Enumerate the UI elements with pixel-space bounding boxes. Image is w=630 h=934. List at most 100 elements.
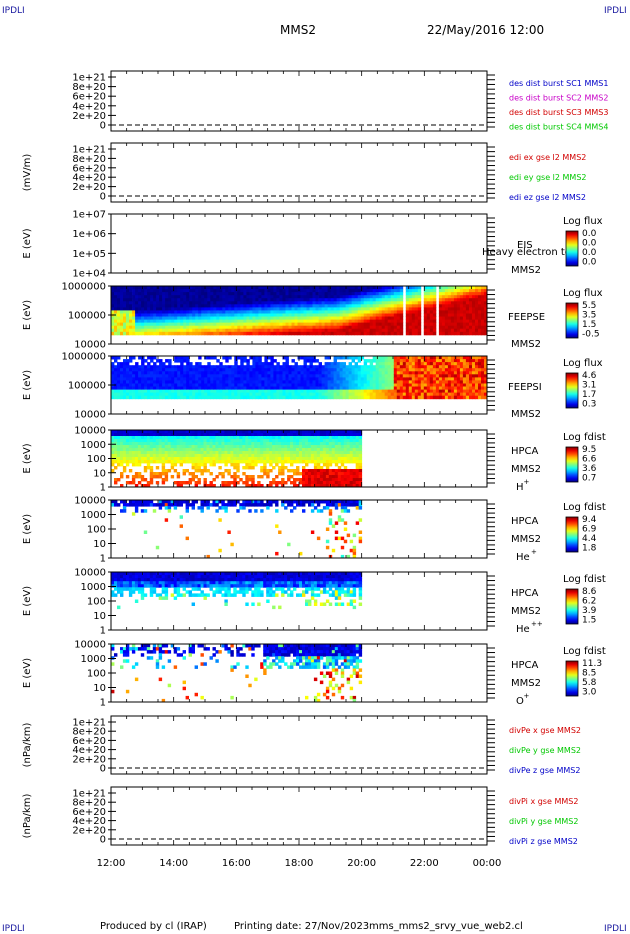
y-tick-label: 8e+20 [72,798,106,809]
colorbar-tick-label: 0.7 [582,474,596,484]
panel-frame [110,715,488,775]
y-tick-label: 1000000 [61,352,106,363]
colorbar-tick-label: 6.9 [582,525,597,535]
species-label: He [516,552,530,563]
y-tick-label: 1 [100,698,106,709]
y-tick-label: 10000 [74,340,106,351]
corner-mark-top-right: IPDLI [604,6,627,16]
overlay-label: Heavy electron to [482,247,571,258]
species-charge-label: + [531,548,537,556]
colorbar [565,302,579,339]
time-tick-label: 12:00 [97,858,126,869]
y-tick-label: 2e+20 [72,182,106,193]
colorbar-title: Log flux [563,216,603,227]
corner-mark-bottom-left: IPDLI [2,924,25,934]
colorbar-tick-label: 5.5 [582,301,596,311]
y-tick-label: 100 [87,669,106,680]
colorbar-tick-label: 3.5 [582,311,596,321]
footer-producer: Produced by cl (IRAP) [100,921,207,932]
colorbar-tick-label: 1.7 [582,390,596,400]
instrument-label: FEEPSI [508,382,542,393]
legend-entry: divPi y gse MMS2 [509,817,578,826]
y-tick-label: 1e+21 [72,73,106,84]
time-tick-label: 00:00 [473,858,502,869]
spectrogram-feepse [111,286,488,336]
y-tick-label: 2e+20 [72,111,106,122]
y-tick-label: 1e+05 [72,249,106,260]
colorbar-tick-label: 3.1 [582,381,596,391]
y-axis-label: E (eV) [22,228,33,258]
instrument-label: EIS [517,240,533,251]
y-tick-label: 1000 [81,440,106,451]
colorbar-tick-label: 4.6 [582,371,597,381]
y-tick-label: 1 [100,626,106,637]
y-tick-label: 1e+21 [72,789,106,800]
legend-entry: edi ez gse l2 MMS2 [509,193,586,202]
y-tick-label: 10000 [74,640,106,651]
spectrogram-hpca_he [111,500,363,559]
y-axis-label: E (eV) [22,586,33,616]
colorbar-tick-label: -0.5 [582,330,600,340]
legend-entry: des dist burst SC3 MMS3 [509,108,608,117]
panel-feepsi: 1000000 100000 10000 E (eV) FEEPSI MMS2 Log fl… [22,352,603,421]
y-tick-label: 8e+20 [72,82,106,93]
y-tick-label: 1000 [81,654,106,665]
time-tick-label: 22:00 [410,858,439,869]
y-tick-label: 0 [100,121,106,132]
y-tick-label: 1e+06 [72,229,106,240]
footer-printing-date: Printing date: 27/Nov/2023 [234,921,370,932]
colorbar-tick-label: 8.6 [582,587,597,597]
spectrogram-feepsi [111,356,488,400]
panel-hpca_h: 10000 1000 100 10 1 E (eV) HPCA MMS2 H + Log fdist… [22,426,606,494]
y-tick-label: 4e+20 [72,816,106,827]
species-label: O [516,696,524,707]
colorbar-tick-label: 8.5 [582,669,596,679]
colorbar-tick-label: 6.2 [582,597,596,607]
colorbar-tick-label: 5.8 [582,678,597,688]
y-tick-label: 100 [87,525,106,536]
time-tick-label: 20:00 [347,858,376,869]
instrument-label: HPCA [511,660,539,671]
y-tick-label: 8e+20 [72,727,106,738]
panel-hpca_hepp: 10000 1000 100 10 1 E (eV) HPCA MMS2 He ++ Log fdi… [22,568,606,637]
y-tick-label: 6e+20 [72,736,106,747]
time-tick-label: 16:00 [222,858,251,869]
y-tick-label: 10 [93,539,106,550]
y-tick-label: 8e+20 [72,154,106,165]
colorbar-tick-label: 1.5 [582,320,596,330]
colorbar-title: Log fdist [563,574,606,585]
panel-frame [110,213,488,274]
y-tick-label: 1000 [81,510,106,521]
colorbar [565,516,579,553]
y-tick-label: 10 [93,468,106,479]
y-axis-label: E (eV) [22,658,33,688]
y-tick-label: 100 [87,454,106,465]
legend-entry: divPe y gse MMS2 [509,746,581,755]
y-tick-label: 10000 [74,496,106,507]
corner-mark-bottom-right: IPDLI [604,924,627,934]
species-label: H [516,482,524,493]
y-tick-label: 1e+07 [72,210,106,221]
y-axis-label: (nPa/km) [22,794,33,839]
y-axis-label: (nPa/km) [22,723,33,768]
legend-entry: edi ex gse l2 MMS2 [509,153,586,162]
y-axis-label: E (eV) [22,300,33,330]
y-tick-label: 1000 [81,582,106,593]
time-tick-label: 18:00 [285,858,314,869]
y-tick-label: 1 [100,483,106,494]
y-tick-label: 6e+20 [72,163,106,174]
corner-mark-top-left: IPDLI [2,6,25,16]
y-tick-label: 4e+20 [72,745,106,756]
date-time-title: 22/May/2016 12:00 [427,23,545,37]
spacecraft-label: MMS2 [511,265,541,276]
panel-frame [110,142,488,203]
panel-feepse: 1000000 100000 10000 E (eV) FEEPSE MMS2 Log fl… [22,282,603,351]
y-tick-label: 100000 [68,381,106,392]
y-tick-label: 100000 [68,311,106,322]
colorbar-title: Log flux [563,358,603,369]
y-tick-label: 4e+20 [72,173,106,184]
